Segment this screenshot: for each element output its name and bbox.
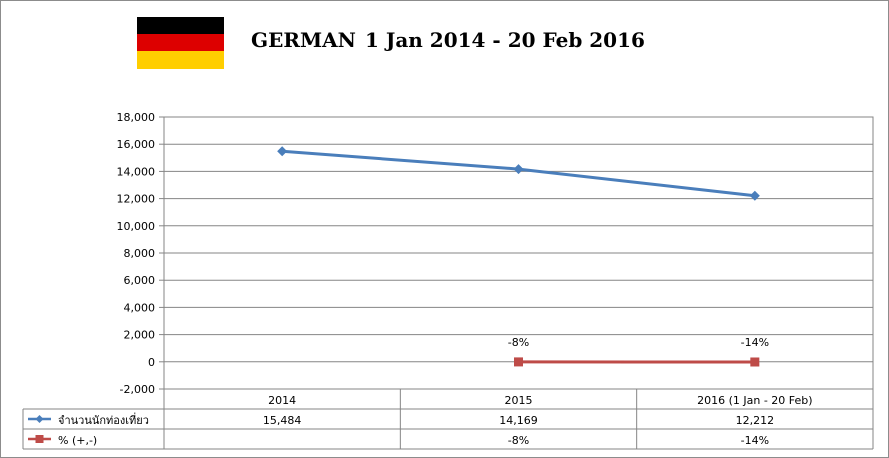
- legend-entry-label: จำนวนนักท่องเที่ยว: [58, 412, 149, 427]
- table-cell-value: 15,484: [263, 414, 302, 427]
- table-cell-value: 14,169: [499, 414, 538, 427]
- data-point-marker: [513, 164, 524, 175]
- data-point-marker: [749, 190, 760, 201]
- y-tick-label: 4,000: [124, 301, 156, 314]
- table-cell-value: -8%: [508, 434, 529, 447]
- y-tick-label: 0: [148, 356, 155, 369]
- data-point-marker: [514, 357, 523, 367]
- y-tick-label: 14,000: [117, 165, 156, 178]
- y-tick-label: -2,000: [120, 383, 155, 396]
- y-tick-label: 10,000: [117, 220, 156, 233]
- data-label: -14%: [741, 336, 769, 349]
- legend-entry-label: % (+,-): [58, 434, 97, 447]
- y-tick-label: 18,000: [117, 111, 156, 124]
- table-cell-value: 12,212: [736, 414, 775, 427]
- chart-title-country: GERMAN: [251, 28, 356, 52]
- table-cell-value: -14%: [741, 434, 769, 447]
- flag-stripe-black: [137, 17, 224, 34]
- y-tick-label: 2,000: [124, 329, 156, 342]
- legend-key-marker: [35, 415, 44, 423]
- data-point-marker: [277, 146, 288, 157]
- x-category-label: 2016 (1 Jan - 20 Feb): [697, 394, 812, 407]
- x-category-label: 2014: [268, 394, 296, 407]
- flag-stripe-gold: [137, 51, 224, 69]
- data-table: 2014 2015 2016 (1 Jan - 20 Feb) จำนวนนักท่อ…: [22, 389, 874, 450]
- y-tick-label: 16,000: [117, 138, 156, 151]
- series-group: -8% -14%: [277, 146, 769, 367]
- legend-key-marker: [35, 435, 44, 443]
- data-point-marker: [750, 357, 760, 367]
- data-label: -8%: [508, 336, 529, 349]
- flag-germany: [137, 17, 224, 69]
- y-axis: -2,000 0 2,000 4,000 6,000 8,000 10,000 12,000 1…: [117, 111, 164, 396]
- y-tick-label: 8,000: [124, 247, 156, 260]
- x-category-label: 2015: [505, 394, 533, 407]
- y-tick-label: 12,000: [117, 193, 156, 206]
- y-tick-label: 6,000: [124, 274, 156, 287]
- flag-stripe-red: [137, 34, 224, 51]
- chart-title-range: 1 Jan 2014 - 20 Feb 2016: [365, 28, 645, 52]
